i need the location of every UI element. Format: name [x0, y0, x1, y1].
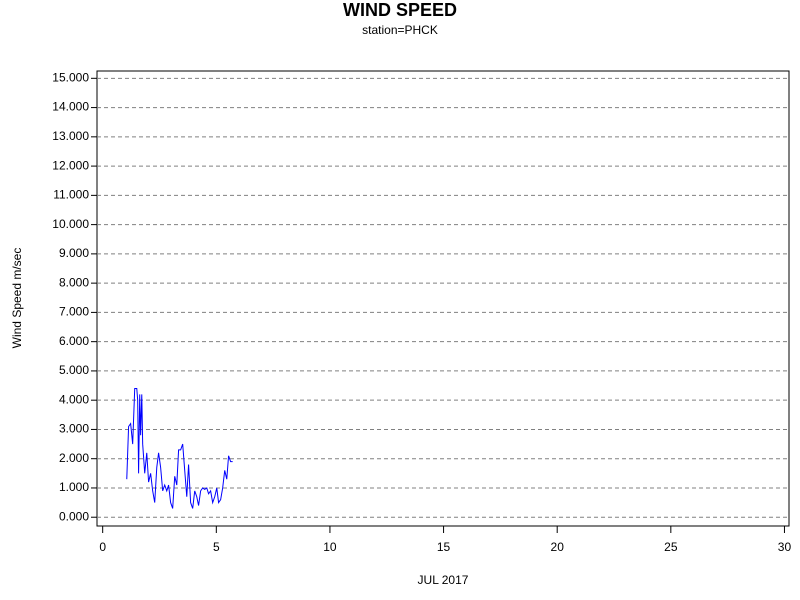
y-tick-label: 2.000	[59, 451, 89, 465]
y-tick-label: 1.000	[59, 480, 89, 494]
plot-frame	[96, 70, 790, 527]
x-tick-label: 20	[551, 540, 565, 554]
y-tick-label: 0.000	[59, 509, 89, 523]
y-tick-label: 5.000	[59, 363, 89, 377]
y-axis-label: Wind Speed m/sec	[10, 248, 24, 349]
x-axis-label: JUL 2017	[418, 573, 469, 587]
data-line	[126, 387, 233, 509]
y-tick-label: 12.000	[52, 158, 89, 172]
x-tick-label: 25	[664, 540, 678, 554]
y-tick-label: 13.000	[52, 129, 89, 143]
y-tick-label: 4.000	[59, 392, 89, 406]
x-tick-label: 15	[437, 540, 451, 554]
x-tick-label: 5	[213, 540, 220, 554]
chart-title: WIND SPEED	[343, 0, 457, 20]
y-tick-label: 7.000	[59, 305, 89, 319]
y-tick-label: 11.000	[53, 188, 89, 202]
chart-subtitle: station=PHCK	[362, 23, 438, 37]
x-tick-label: 10	[323, 540, 337, 554]
x-tick-label: 30	[778, 540, 792, 554]
y-tick-label: 3.000	[59, 422, 89, 436]
y-tick-label: 8.000	[59, 275, 89, 289]
y-tick-label: 14.000	[52, 100, 89, 114]
y-tick-label: 6.000	[59, 334, 89, 348]
x-tick-label: 0	[99, 540, 106, 554]
y-tick-label: 10.000	[52, 217, 89, 231]
y-tick-label: 9.000	[59, 246, 89, 260]
y-tick-label: 15.000	[52, 70, 89, 84]
